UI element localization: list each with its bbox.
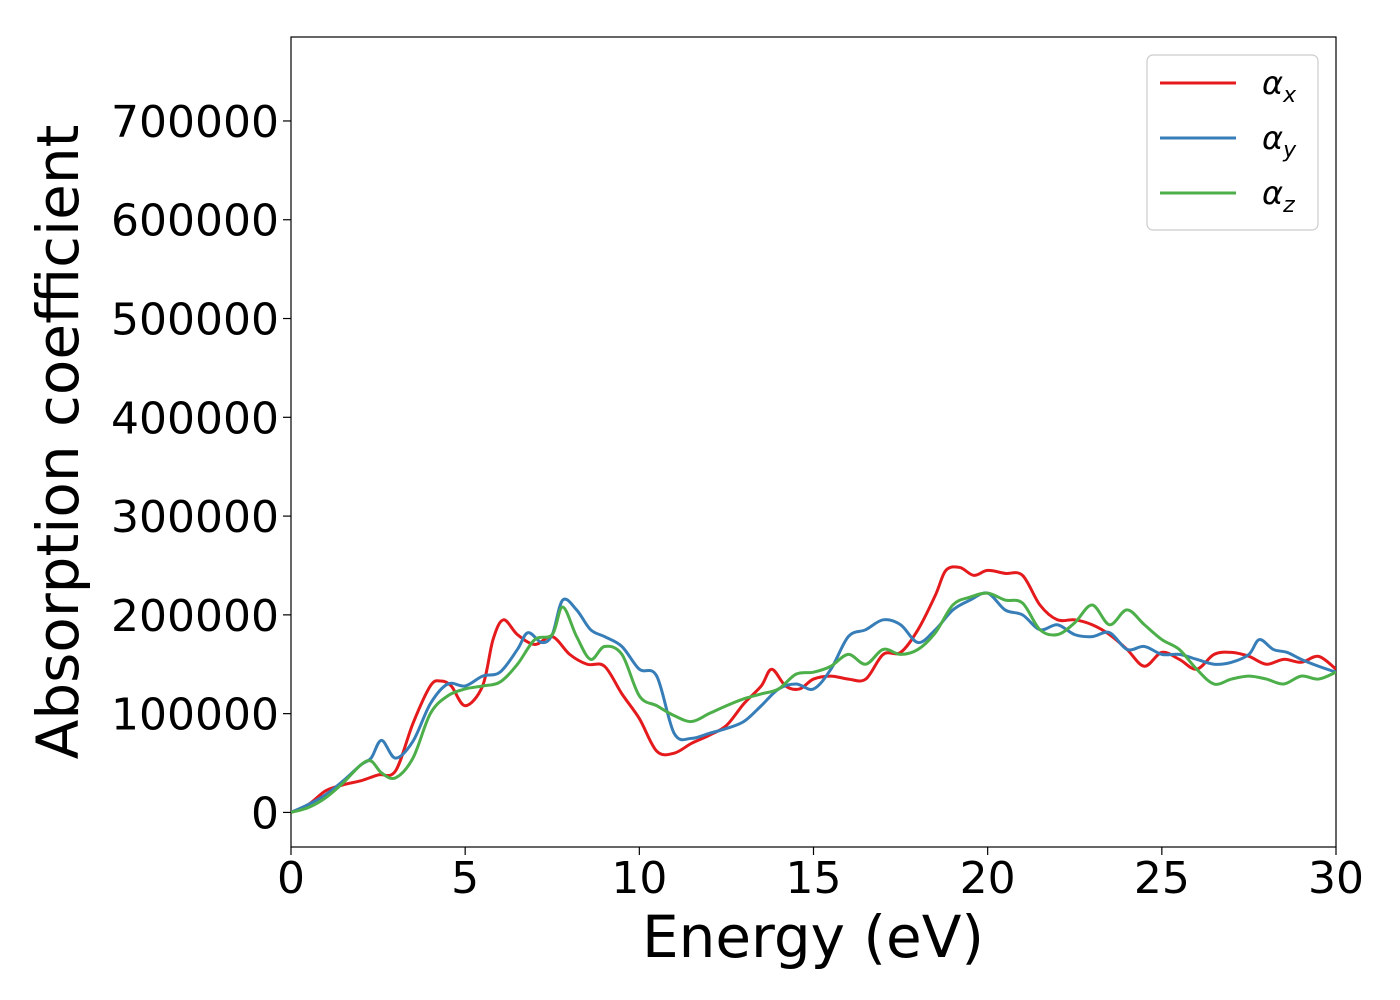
legend-box bbox=[1146, 54, 1319, 231]
y-tick-label: 600000 bbox=[111, 196, 279, 247]
x-axis-ticks: 0 5 10 15 20 25 30 bbox=[277, 847, 1364, 904]
y-tick-label: 100000 bbox=[111, 690, 279, 741]
legend-label-x: αx bbox=[1262, 64, 1297, 108]
x-tick-label: 30 bbox=[1308, 853, 1364, 904]
x-tick-label: 0 bbox=[277, 853, 305, 904]
x-tick-label: 10 bbox=[611, 853, 667, 904]
y-tick-label: 300000 bbox=[111, 492, 279, 543]
y-axis-ticks: 0 100000 200000 300000 400000 500000 600000 700… bbox=[111, 97, 291, 839]
x-tick-label: 5 bbox=[451, 853, 479, 904]
y-tick-label: 700000 bbox=[111, 97, 279, 148]
series-line-z bbox=[291, 591, 1336, 814]
x-tick-label: 20 bbox=[960, 853, 1016, 904]
legend-label-y: αy bbox=[1262, 119, 1297, 163]
x-tick-label: 15 bbox=[786, 853, 842, 904]
y-tick-label: 200000 bbox=[111, 591, 279, 642]
y-tick-label: 400000 bbox=[111, 393, 279, 444]
series-lines bbox=[291, 565, 1336, 814]
x-axis-label: Energy (eV) bbox=[642, 903, 984, 971]
series-line-x bbox=[291, 565, 1336, 814]
legend: αx αy αz bbox=[1146, 54, 1319, 231]
legend-label-z: αz bbox=[1262, 174, 1295, 218]
y-axis-label: Absorption coefficient bbox=[24, 125, 92, 760]
series-line-y bbox=[291, 591, 1336, 814]
x-tick-label: 25 bbox=[1134, 853, 1190, 904]
y-tick-label: 0 bbox=[251, 788, 279, 839]
y-tick-label: 500000 bbox=[111, 295, 279, 346]
